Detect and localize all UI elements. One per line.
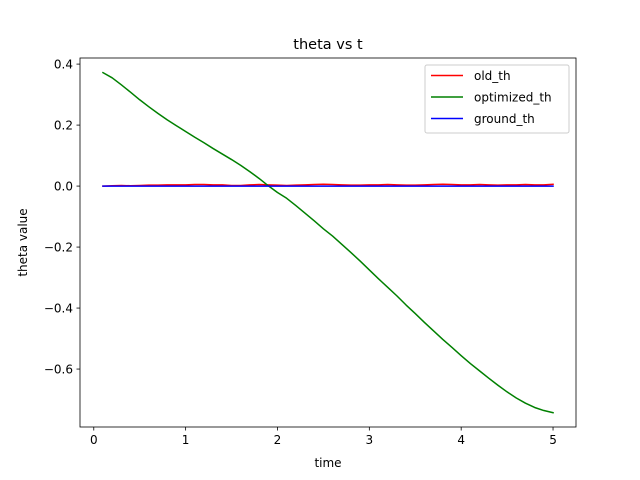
legend-label-old-th: old_th xyxy=(474,69,511,83)
x-tick-label: 2 xyxy=(274,433,282,447)
y-axis-label: theta value xyxy=(16,208,30,276)
legend-label-ground-th: ground_th xyxy=(474,112,535,126)
x-tick-label: 1 xyxy=(182,433,190,447)
y-tick-label: 0.0 xyxy=(54,179,73,193)
y-tick-label: 0.2 xyxy=(54,118,73,132)
x-axis-label: time xyxy=(314,456,341,470)
x-tick-label: 3 xyxy=(366,433,374,447)
x-tick-label: 5 xyxy=(549,433,557,447)
legend-items: old_th optimized_th ground_th xyxy=(431,69,552,126)
legend-label-optimized-th: optimized_th xyxy=(474,90,552,104)
y-tick-label: −0.2 xyxy=(44,240,73,254)
x-axis-ticks: 0 1 2 3 4 5 xyxy=(90,427,557,447)
chart-title: theta vs t xyxy=(293,37,363,53)
series-line-old-th xyxy=(102,183,554,187)
x-tick-label: 4 xyxy=(457,433,465,447)
y-axis-ticks: 0.4 0.2 0.0 −0.2 −0.4 −0.6 xyxy=(44,57,80,376)
plot-frame xyxy=(79,57,577,428)
series-layer xyxy=(101,71,554,414)
y-tick-label: −0.6 xyxy=(44,362,73,376)
series-line-optimized-th xyxy=(101,71,554,414)
y-tick-label: 0.4 xyxy=(54,57,73,71)
y-tick-label: −0.4 xyxy=(44,301,73,315)
legend: old_th optimized_th ground_th xyxy=(424,64,570,134)
x-tick-label: 0 xyxy=(90,433,98,447)
legend-box xyxy=(424,64,570,134)
